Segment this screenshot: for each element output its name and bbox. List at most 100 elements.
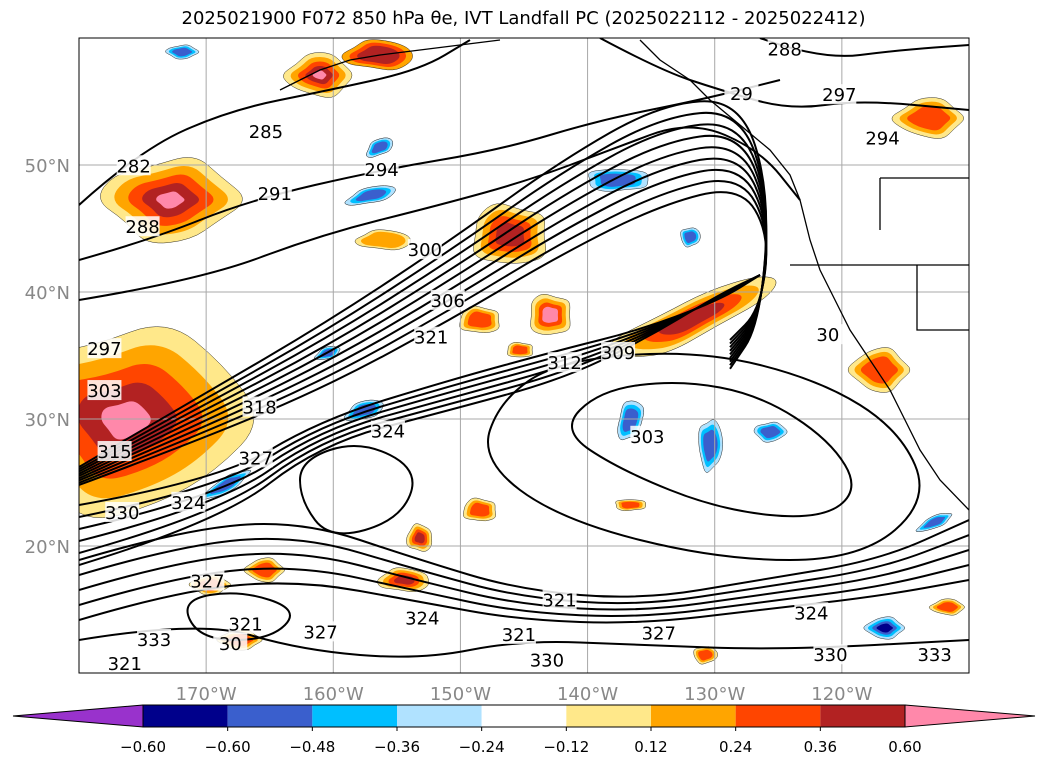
ivt-positive-small-12 (615, 499, 646, 512)
chart-title: 2025021900 F072 850 hPa θe, IVT Landfall… (181, 8, 866, 29)
contour-label-bg (238, 447, 273, 468)
x-tick-label: 120°W (811, 684, 872, 705)
ivt-negative-12-level (923, 516, 946, 528)
ivt-positive-small-3 (354, 229, 411, 251)
contour-label-layer: 282 285 288 291 294 300 306 321 297 303 318 324 315 3… (87, 38, 952, 675)
colorbar-tick-label: −0.60 (205, 738, 251, 756)
ivt-positive-small-4-level (252, 562, 277, 578)
colorbar-segment (820, 705, 905, 727)
contour-label-bg (303, 621, 338, 642)
contour-label-bg (370, 420, 405, 441)
theta-e-contour-subtropical (79, 274, 761, 566)
theta-e-contour-north (79, 126, 801, 301)
ivt-positive-small-13 (507, 341, 533, 358)
colorbar-segment (566, 705, 651, 727)
contour-label: 300 (408, 240, 442, 261)
contour-label-bg (501, 623, 536, 644)
colorbar-extend-high (904, 704, 1036, 728)
contour-label: 29 (730, 84, 753, 105)
contour-label-bg (87, 338, 122, 359)
ivt-negative-12 (915, 513, 953, 532)
theta-e-contour-south (79, 534, 969, 605)
contour-label-bg (190, 570, 225, 591)
contour-label-bg (542, 589, 577, 610)
colorbar-tick-label: −0.36 (374, 738, 420, 756)
colorbar-segment (143, 705, 228, 727)
colorbar-tick-label: −0.60 (120, 738, 166, 756)
ivt-positive-alaska-pen-level (312, 70, 327, 80)
contour-label: 303 (87, 381, 121, 402)
ivt-positive-small-2 (459, 305, 500, 333)
ivt-negative-7 (344, 185, 396, 206)
colorbar-tick-label: 0.60 (888, 738, 921, 756)
colorbar-extend-low (12, 704, 144, 728)
contour-label: 321 (108, 654, 142, 675)
contour-label-bg (630, 425, 665, 446)
contour-label-bg (414, 326, 449, 347)
colorbar-tick-label: −0.48 (289, 738, 335, 756)
ivt-positive-small-4 (243, 557, 285, 583)
contour-label-bg (822, 84, 857, 105)
theta-e-contour-jet (79, 100, 768, 468)
ivt-negative-8 (165, 44, 200, 60)
shaded-field-layer (79, 39, 965, 665)
contour-label: 294 (865, 128, 899, 149)
contour-label: 309 (601, 343, 635, 364)
y-tick-label: 40°N (25, 283, 70, 304)
ivt-positive-small-7 (406, 523, 433, 552)
ivt-positive-small-11 (693, 646, 718, 665)
ivt-negative-6-level (371, 141, 388, 154)
contour-label: 297 (822, 85, 856, 106)
y-tick-label: 30°N (25, 410, 70, 431)
x-tick-label: 130°W (684, 684, 745, 705)
ivt-negative-2-level (599, 173, 636, 187)
contour-label: 321 (542, 591, 576, 612)
contour-label-bg (242, 396, 277, 417)
ivt-positive-small-3-level (360, 231, 406, 248)
theta-e-contour-south (79, 519, 969, 598)
contour-label-bg (641, 622, 676, 643)
ivt-positive-north-pacific-level (495, 222, 525, 247)
colorbar-tick-label: −0.24 (459, 738, 505, 756)
alaska-coastline (279, 39, 501, 91)
contour-label-bg (767, 38, 802, 59)
ivt-negative-7-level (355, 189, 387, 202)
ivt-positive-atmospheric-river (609, 276, 777, 357)
contour-label-bg (601, 341, 636, 362)
ivt-negative-11-level (684, 231, 697, 244)
contour-label-bg (364, 159, 399, 180)
state-border-line (916, 265, 969, 331)
contour-label-bg (171, 491, 206, 512)
contour-label: 327 (303, 622, 337, 643)
ivt-negative-4-level (703, 429, 718, 462)
contour-label-bg (865, 127, 900, 148)
ivt-positive-small-11-level (698, 649, 713, 661)
contour-label-bg (228, 613, 263, 634)
contour-label-bg (430, 289, 465, 310)
contour-label: 303 (630, 427, 664, 448)
contour-label: 324 (794, 603, 828, 624)
contour-label-bg (257, 183, 292, 204)
contour-label-bg (405, 607, 440, 628)
ivt-negative-5 (753, 421, 788, 443)
ivt-positive-atmospheric-river-level (657, 302, 725, 335)
colorbar-segment (651, 705, 736, 727)
contour-label-bg (116, 155, 151, 176)
theta-e-contour-closed (571, 382, 853, 518)
colorbar-frame (142, 704, 906, 728)
gridline-layer (79, 38, 969, 673)
x-tick-label: 160°W (303, 684, 364, 705)
ivt-positive-gulf-aleutian-level (156, 191, 185, 209)
y-tick-label: 20°N (25, 537, 70, 558)
ivt-negative-5-level (760, 426, 781, 439)
contour-label: 330 (813, 645, 847, 666)
west-coast-coastline (639, 39, 969, 511)
colorbar-tick-label: −0.12 (543, 738, 589, 756)
colorbar: −0.60 −0.48 −0.36 −0.24 −0.12 0.12 0.24 0.36 −0.… (12, 704, 1036, 756)
contour-label-bg (810, 324, 845, 345)
contour-label-bg (97, 441, 132, 462)
contour-label: 285 (249, 122, 283, 143)
x-tick-label: 140°W (557, 684, 618, 705)
contour-label-bg (917, 644, 952, 665)
